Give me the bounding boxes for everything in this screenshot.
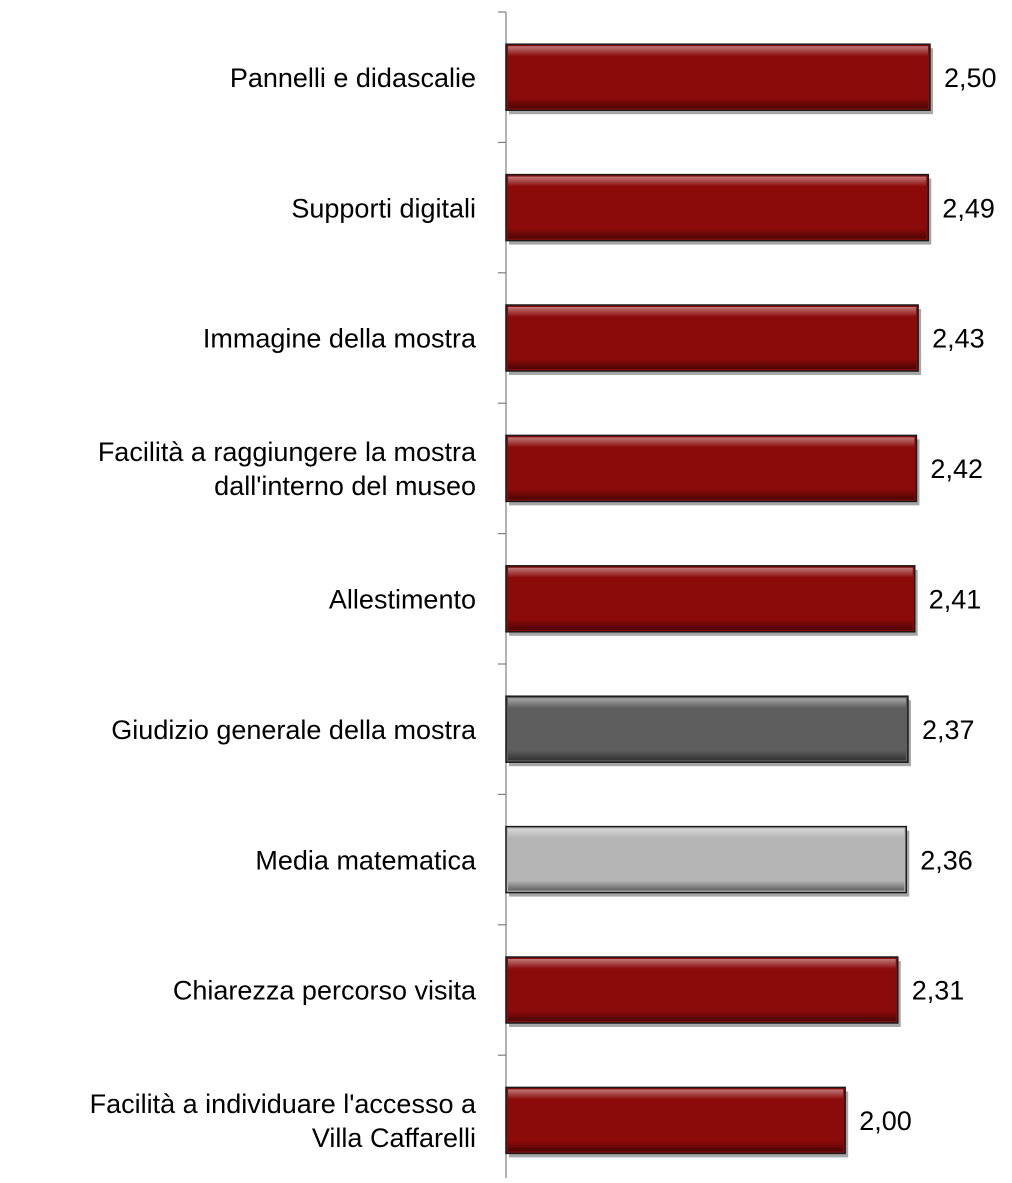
data-label: 2,36 xyxy=(920,845,973,875)
bar-bevel-top xyxy=(508,437,915,448)
bar-bevel-top xyxy=(508,46,928,57)
category-label-line: dall'interno del museo xyxy=(214,471,476,501)
bar-group xyxy=(505,173,932,245)
data-label: 2,50 xyxy=(944,63,997,93)
bar-bevel-bottom xyxy=(508,750,906,761)
category-label-line: Allestimento xyxy=(329,585,476,615)
category-label-line: Villa Caffarelli xyxy=(312,1123,476,1153)
bar-bevel-top xyxy=(508,1089,844,1100)
bar-group xyxy=(505,43,933,115)
category-label: Supporti digitali xyxy=(291,193,476,223)
category-label-line: Pannelli e didascalie xyxy=(230,63,476,93)
data-label: 2,37 xyxy=(922,715,975,745)
category-label: Giudizio generale della mostra xyxy=(111,715,477,745)
bar-bevel-top xyxy=(508,176,927,187)
category-label: Pannelli e didascalie xyxy=(230,63,476,93)
category-label-line: Facilità a raggiungere la mostra xyxy=(98,437,477,467)
bar-group xyxy=(505,434,920,506)
bar-bevel-bottom xyxy=(508,619,913,630)
bar-bevel-top xyxy=(508,959,896,969)
bar-group xyxy=(505,956,901,1027)
data-label: 2,31 xyxy=(912,976,965,1006)
bar-bevel-bottom xyxy=(508,489,915,500)
bar-group xyxy=(505,304,922,375)
data-label: 2,42 xyxy=(930,454,983,484)
data-label: 2,41 xyxy=(929,585,982,615)
bar-bevel-top xyxy=(508,567,913,578)
category-label-line: Giudizio generale della mostra xyxy=(111,715,477,745)
category-label-line: Facilità a individuare l'accesso a xyxy=(90,1089,477,1119)
bar-bevel-bottom xyxy=(508,359,917,369)
category-label: Chiarezza percorso visita xyxy=(173,976,477,1006)
data-label: 2,49 xyxy=(942,193,995,223)
category-label: Allestimento xyxy=(329,585,476,615)
bar-bevel-top xyxy=(508,698,906,709)
category-label: Facilità a raggiungere la mostra dall'int… xyxy=(98,437,477,501)
bar-group xyxy=(505,825,910,897)
category-label: Immagine della mostra xyxy=(203,324,477,354)
category-label-line: Immagine della mostra xyxy=(203,324,477,354)
data-label: 2,43 xyxy=(932,324,985,354)
category-label-line: Supporti digitali xyxy=(291,193,476,223)
bar-bevel-bottom xyxy=(508,228,927,239)
bar-bevel-top xyxy=(508,828,905,839)
category-label: Facilità a individuare l'accesso a Villa … xyxy=(90,1089,477,1153)
bar-group xyxy=(505,1086,849,1158)
bar-bevel-bottom xyxy=(508,1011,896,1021)
bar-bevel-top xyxy=(508,307,917,317)
data-label: 2,00 xyxy=(859,1106,912,1136)
bar-bevel-bottom xyxy=(508,1141,844,1152)
bar-group xyxy=(505,565,918,636)
category-label: Media matematica xyxy=(255,845,477,875)
bar-bevel-bottom xyxy=(508,880,905,891)
category-label-line: Chiarezza percorso visita xyxy=(173,976,477,1006)
category-label-line: Media matematica xyxy=(255,845,477,875)
bar-bevel-bottom xyxy=(508,98,928,109)
bar-group xyxy=(505,695,911,767)
